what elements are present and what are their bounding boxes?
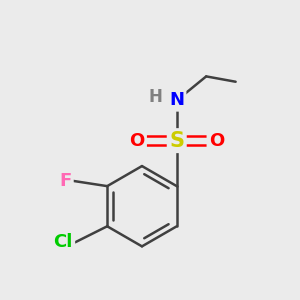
- Text: N: N: [169, 92, 184, 110]
- Text: F: F: [59, 172, 72, 190]
- Text: O: O: [209, 132, 224, 150]
- Text: Cl: Cl: [54, 233, 73, 251]
- Text: O: O: [130, 132, 145, 150]
- Text: H: H: [148, 88, 162, 106]
- Text: S: S: [169, 130, 184, 151]
